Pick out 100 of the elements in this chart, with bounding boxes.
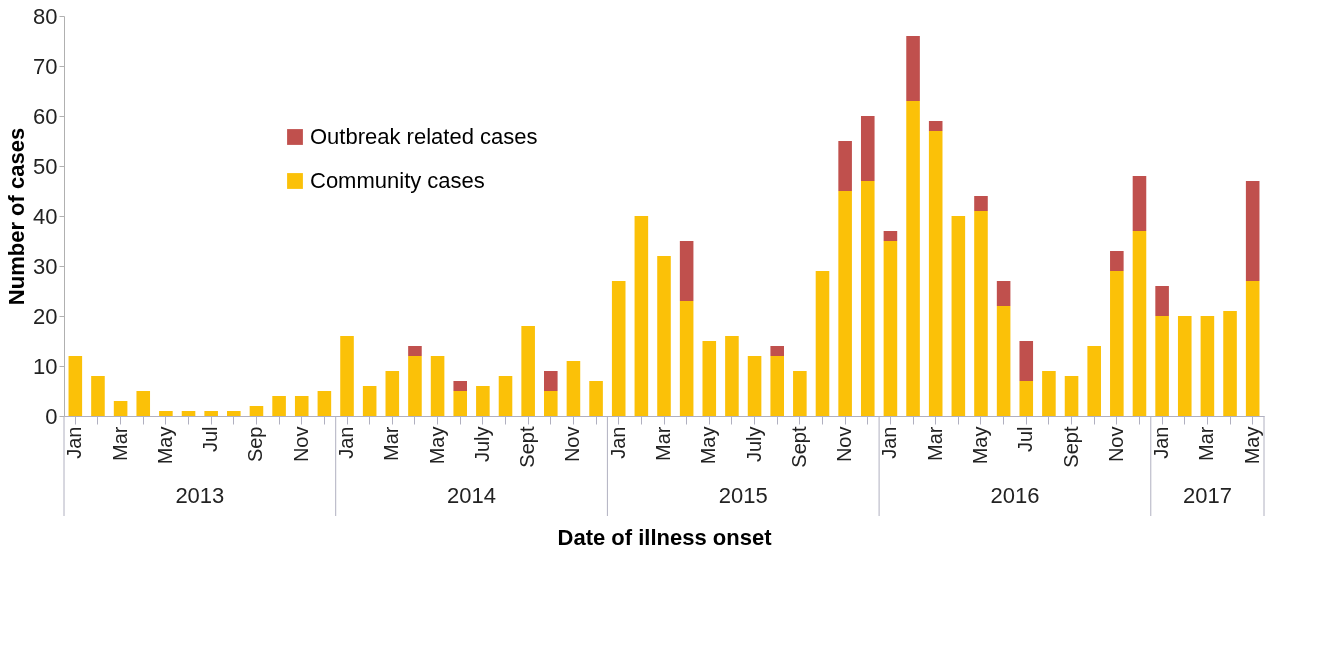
x-tick-label: Jan: [335, 426, 358, 459]
x-tick-label: Sept: [787, 426, 810, 468]
bar: [227, 411, 241, 416]
bar: [453, 391, 468, 416]
x-tick-label: May: [968, 426, 991, 465]
bar: [136, 391, 151, 416]
bar: [91, 376, 105, 416]
x-tick-label: May: [697, 426, 720, 465]
bar: [634, 216, 649, 416]
bar: [1132, 231, 1147, 416]
bar: [272, 396, 286, 416]
bar: [249, 406, 264, 416]
x-tick-label: May: [153, 426, 176, 465]
bar: [317, 391, 332, 416]
bar: [860, 116, 875, 181]
bar: [476, 386, 490, 416]
bar: [906, 101, 920, 416]
bar: [679, 301, 694, 416]
legend-label: Community cases: [310, 168, 485, 193]
bar: [883, 241, 898, 416]
bar: [408, 346, 422, 356]
bar: [1155, 316, 1169, 416]
x-tick-label: Nov: [561, 426, 584, 463]
bar: [294, 396, 309, 416]
bar: [883, 231, 898, 241]
x-tick-label: Jan: [63, 426, 86, 459]
x-tick-label: Nov: [1104, 426, 1127, 463]
x-tick-label: Mar: [1195, 426, 1218, 461]
y-axis-title: Number of cases: [4, 127, 30, 306]
y-tick-label: 40: [33, 203, 58, 229]
text: 2014: [447, 483, 497, 508]
bar: [906, 36, 920, 101]
bar: [453, 381, 468, 391]
bar: [996, 281, 1011, 306]
bar: [815, 271, 830, 416]
bar: [793, 371, 807, 416]
bar: [544, 391, 558, 416]
bar: [430, 356, 445, 416]
bar: [1064, 376, 1079, 416]
y-tick-label: 70: [33, 53, 58, 79]
bar: [860, 181, 875, 416]
bar: [1245, 181, 1260, 281]
bar: [1200, 316, 1215, 416]
bar: [1110, 271, 1124, 416]
bar: [113, 401, 128, 416]
y-tick-label: 10: [33, 353, 58, 379]
bar: [1110, 251, 1124, 271]
x-tick-label: Mar: [108, 426, 131, 461]
bar: [725, 336, 739, 416]
bar: [340, 336, 354, 416]
bar: [1042, 371, 1056, 416]
bar: [770, 356, 784, 416]
bar: [657, 256, 671, 416]
x-tick-label: Mar: [380, 426, 403, 461]
text: 2017: [1182, 483, 1232, 508]
bar: [1155, 286, 1169, 316]
x-tick-label: Jan: [606, 426, 629, 459]
x-tick-label: May: [1240, 426, 1263, 465]
bar: [544, 371, 558, 391]
bar: [385, 371, 400, 416]
x-axis-title: Date of illness onset: [557, 524, 773, 550]
legend-label: Outbreak related cases: [310, 124, 538, 149]
bar: [159, 411, 173, 416]
x-tick-label: Nov: [289, 426, 312, 463]
bar: [498, 376, 513, 416]
bar: [566, 361, 581, 416]
x-tick-label: Jan: [1150, 426, 1173, 459]
bar: [951, 216, 966, 416]
bar: [408, 356, 422, 416]
y-tick-label: 50: [33, 153, 58, 179]
bar: [679, 241, 694, 301]
y-tick-label: 0: [45, 403, 58, 429]
x-tick-label: Mar: [923, 426, 946, 461]
bar: [838, 191, 852, 416]
bar: [611, 281, 626, 416]
bar: [1019, 381, 1034, 416]
bar: [747, 356, 762, 416]
y-tick-label: 30: [33, 253, 58, 279]
bar: [928, 121, 943, 131]
bar: [1245, 281, 1260, 416]
bar: [1177, 316, 1192, 416]
bar: [362, 386, 377, 416]
y-tick-label: 20: [33, 303, 58, 329]
bar: [838, 141, 852, 191]
bar: [974, 211, 988, 416]
x-tick-label: Sept: [1059, 426, 1082, 468]
text: 2013: [175, 483, 225, 508]
y-tick-label: 60: [33, 103, 58, 129]
x-tick-label: Sept: [516, 426, 539, 468]
bar: [1132, 176, 1147, 231]
bar: [1087, 346, 1101, 416]
bar: [181, 411, 196, 416]
bar: [770, 346, 784, 356]
bar: [974, 196, 988, 211]
x-tick-label: July: [470, 426, 493, 463]
bar: [68, 356, 83, 416]
bar: [702, 341, 717, 416]
bar: [1223, 311, 1237, 416]
x-tick-label: Jul: [199, 426, 222, 453]
bar: [1019, 341, 1034, 381]
